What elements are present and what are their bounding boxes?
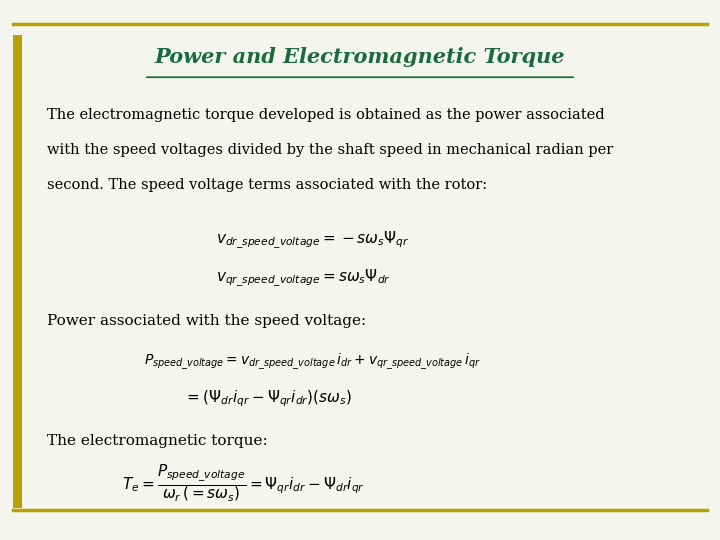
Text: Power and Electromagnetic Torque: Power and Electromagnetic Torque [155,46,565,67]
Text: The electromagnetic torque:: The electromagnetic torque: [47,434,268,448]
Text: second. The speed voltage terms associated with the rotor:: second. The speed voltage terms associat… [47,178,487,192]
Text: Power associated with the speed voltage:: Power associated with the speed voltage: [47,314,366,328]
Bar [13,35,22,508]
Text: $v_{dr\_speed\_voltage} = -s\omega_s\Psi_{qr}$: $v_{dr\_speed\_voltage} = -s\omega_s\Psi… [216,230,410,251]
Text: $T_e = \dfrac{P_{speed\_voltage}}{\omega_r\,(= s\omega_s)} = \Psi_{qr}i_{dr} - \: $T_e = \dfrac{P_{speed\_voltage}}{\omega… [122,463,365,504]
Text: $P_{speed\_voltage} = v_{dr\_speed\_voltage}\,i_{dr} + v_{qr\_speed\_voltage}\,i: $P_{speed\_voltage} = v_{dr\_speed\_volt… [144,352,481,372]
Text: with the speed voltages divided by the shaft speed in mechanical radian per: with the speed voltages divided by the s… [47,143,613,157]
Text: $v_{qr\_speed\_voltage} = s\omega_s\Psi_{dr}$: $v_{qr\_speed\_voltage} = s\omega_s\Psi_… [216,268,391,288]
Text: $= \left(\Psi_{dr}i_{qr} - \Psi_{qr}i_{dr}\right)\left(s\omega_s\right)$: $= \left(\Psi_{dr}i_{qr} - \Psi_{qr}i_{d… [184,388,351,409]
Text: The electromagnetic torque developed is obtained as the power associated: The electromagnetic torque developed is … [47,108,604,122]
